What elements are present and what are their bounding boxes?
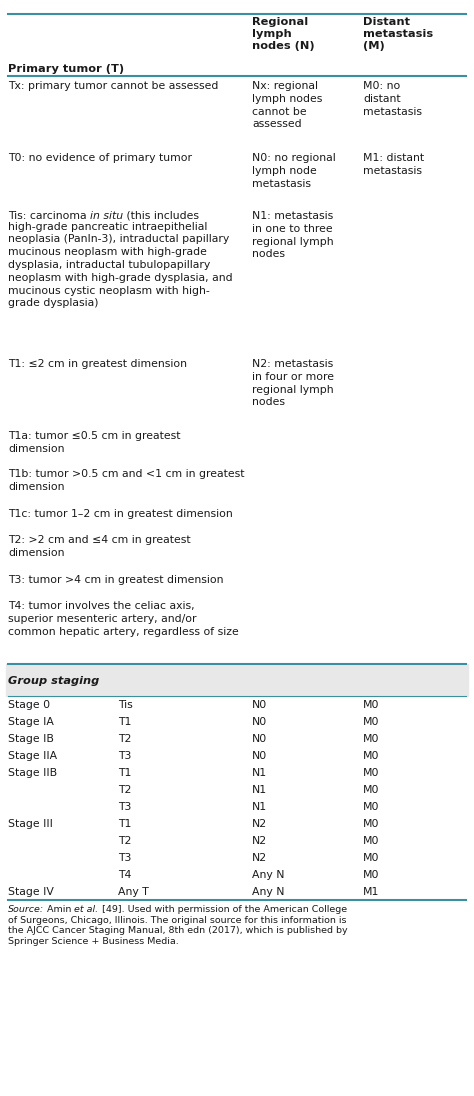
Text: M0: no
distant
metastasis: M0: no distant metastasis: [363, 81, 422, 116]
Text: T4: T4: [118, 870, 131, 880]
Text: T1c: tumor 1–2 cm in greatest dimension: T1c: tumor 1–2 cm in greatest dimension: [8, 509, 233, 520]
Text: (this includes: (this includes: [123, 212, 199, 221]
Text: N2: N2: [252, 853, 267, 863]
Text: Primary tumor (T): Primary tumor (T): [8, 64, 124, 75]
Text: Springer Science + Business Media.: Springer Science + Business Media.: [8, 937, 179, 946]
Text: Stage III: Stage III: [8, 819, 53, 829]
Text: Stage IA: Stage IA: [8, 717, 54, 727]
Text: T2: T2: [118, 785, 131, 795]
Text: T2: T2: [118, 836, 131, 846]
Text: M0: M0: [363, 700, 380, 710]
Text: Group staging: Group staging: [8, 676, 99, 686]
Text: M0: M0: [363, 802, 380, 812]
Text: the AJCC Cancer Staging Manual, 8th edn (2017), which is published by: the AJCC Cancer Staging Manual, 8th edn …: [8, 926, 347, 935]
Text: N0: N0: [252, 751, 267, 761]
Text: T3: T3: [118, 751, 131, 761]
Text: Distant
metastasis
(M): Distant metastasis (M): [363, 18, 433, 52]
Text: [49]. Used with permission of the American College: [49]. Used with permission of the Americ…: [99, 905, 347, 914]
Text: T1b: tumor >0.5 cm and <1 cm in greatest
dimension: T1b: tumor >0.5 cm and <1 cm in greatest…: [8, 469, 245, 492]
Text: high-grade pancreatic intraepithelial
neoplasia (PanIn-3), intraductal papillary: high-grade pancreatic intraepithelial ne…: [8, 221, 233, 308]
Text: N1: N1: [252, 768, 267, 778]
Text: N2: metastasis
in four or more
regional lymph
nodes: N2: metastasis in four or more regional …: [252, 359, 334, 408]
Text: N2: N2: [252, 836, 267, 846]
Text: of Surgeons, Chicago, Illinois. The original source for this information is: of Surgeons, Chicago, Illinois. The orig…: [8, 915, 346, 925]
Text: Tx: primary tumor cannot be assessed: Tx: primary tumor cannot be assessed: [8, 81, 219, 91]
Text: T2: >2 cm and ≤4 cm in greatest
dimension: T2: >2 cm and ≤4 cm in greatest dimensio…: [8, 535, 191, 558]
Text: M0: M0: [363, 734, 380, 744]
Text: M0: M0: [363, 751, 380, 761]
Text: Nx: regional
lymph nodes
cannot be
assessed: Nx: regional lymph nodes cannot be asses…: [252, 81, 322, 129]
Text: in situ: in situ: [90, 212, 123, 221]
Text: N0: N0: [252, 700, 267, 710]
Text: T1: ≤2 cm in greatest dimension: T1: ≤2 cm in greatest dimension: [8, 359, 187, 369]
Text: Stage IV: Stage IV: [8, 887, 54, 897]
Text: T4: tumor involves the celiac axis,
superior mesenteric artery, and/or
common he: T4: tumor involves the celiac axis, supe…: [8, 601, 239, 637]
Text: Regional
lymph
nodes (N): Regional lymph nodes (N): [252, 18, 315, 52]
Text: T3: T3: [118, 802, 131, 812]
Text: Any N: Any N: [252, 887, 284, 897]
Text: Stage 0: Stage 0: [8, 700, 50, 710]
Text: Amin: Amin: [44, 905, 74, 914]
Text: et al.: et al.: [74, 905, 99, 914]
Text: Any N: Any N: [252, 870, 284, 880]
Text: Source:: Source:: [8, 905, 44, 914]
Text: M0: M0: [363, 768, 380, 778]
Text: M0: M0: [363, 870, 380, 880]
Text: Tis: carcinoma: Tis: carcinoma: [8, 212, 90, 221]
Text: T3: T3: [118, 853, 131, 863]
Text: N0: no regional
lymph node
metastasis: N0: no regional lymph node metastasis: [252, 153, 336, 189]
Text: T0: no evidence of primary tumor: T0: no evidence of primary tumor: [8, 153, 192, 163]
Text: M0: M0: [363, 836, 380, 846]
Text: N0: N0: [252, 734, 267, 744]
Text: M0: M0: [363, 785, 380, 795]
Text: Stage IB: Stage IB: [8, 734, 54, 744]
Text: T1: T1: [118, 717, 131, 727]
Text: T3: tumor >4 cm in greatest dimension: T3: tumor >4 cm in greatest dimension: [8, 575, 224, 585]
Text: N1: metastasis
in one to three
regional lymph
nodes: N1: metastasis in one to three regional …: [252, 212, 334, 260]
Text: M1: M1: [363, 887, 379, 897]
Text: Tis: Tis: [118, 700, 133, 710]
Text: T1a: tumor ≤0.5 cm in greatest
dimension: T1a: tumor ≤0.5 cm in greatest dimension: [8, 431, 181, 454]
Text: M1: distant
metastasis: M1: distant metastasis: [363, 153, 424, 175]
Text: Stage IIB: Stage IIB: [8, 768, 57, 778]
Text: N1: N1: [252, 785, 267, 795]
Bar: [6, 664, 468, 696]
Text: M0: M0: [363, 717, 380, 727]
Text: N0: N0: [252, 717, 267, 727]
Text: T1: T1: [118, 768, 131, 778]
Text: M0: M0: [363, 853, 380, 863]
Text: Any T: Any T: [118, 887, 149, 897]
Text: T1: T1: [118, 819, 131, 829]
Text: T2: T2: [118, 734, 131, 744]
Text: Stage IIA: Stage IIA: [8, 751, 57, 761]
Text: M0: M0: [363, 819, 380, 829]
Text: N2: N2: [252, 819, 267, 829]
Text: N1: N1: [252, 802, 267, 812]
